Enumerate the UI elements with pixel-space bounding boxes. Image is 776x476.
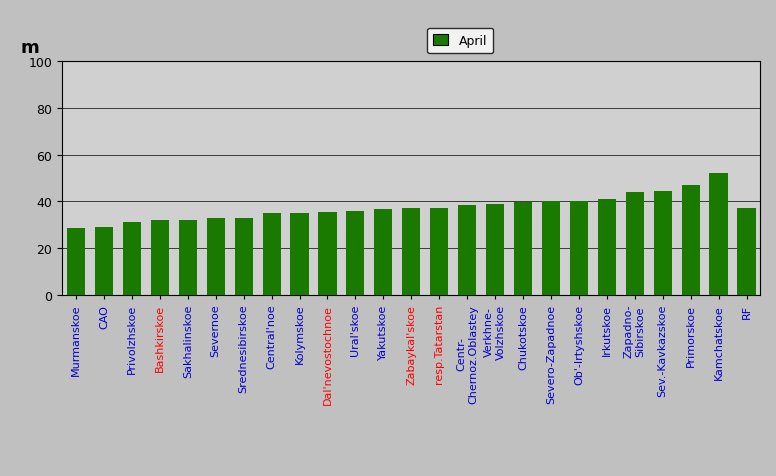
Bar — [402, 209, 421, 295]
Bar — [234, 218, 253, 295]
Bar — [486, 204, 504, 295]
Bar — [318, 212, 337, 295]
Bar — [598, 199, 616, 295]
Bar — [262, 213, 281, 295]
Bar — [374, 210, 393, 295]
Bar — [709, 174, 728, 295]
Bar — [653, 191, 672, 295]
Bar — [514, 203, 532, 295]
Bar — [123, 223, 141, 295]
Bar — [346, 211, 365, 295]
Bar — [458, 205, 476, 295]
Bar — [625, 192, 644, 295]
Bar — [178, 220, 197, 295]
Text: m: m — [20, 39, 39, 57]
Bar — [67, 228, 85, 295]
Bar — [681, 186, 700, 295]
Bar — [206, 218, 225, 295]
Bar — [95, 228, 113, 295]
Bar — [542, 202, 560, 295]
Bar — [151, 220, 169, 295]
Bar — [430, 209, 449, 295]
Legend: April: April — [427, 29, 494, 54]
Bar — [290, 213, 309, 295]
Bar — [737, 209, 756, 295]
Bar — [570, 202, 588, 295]
